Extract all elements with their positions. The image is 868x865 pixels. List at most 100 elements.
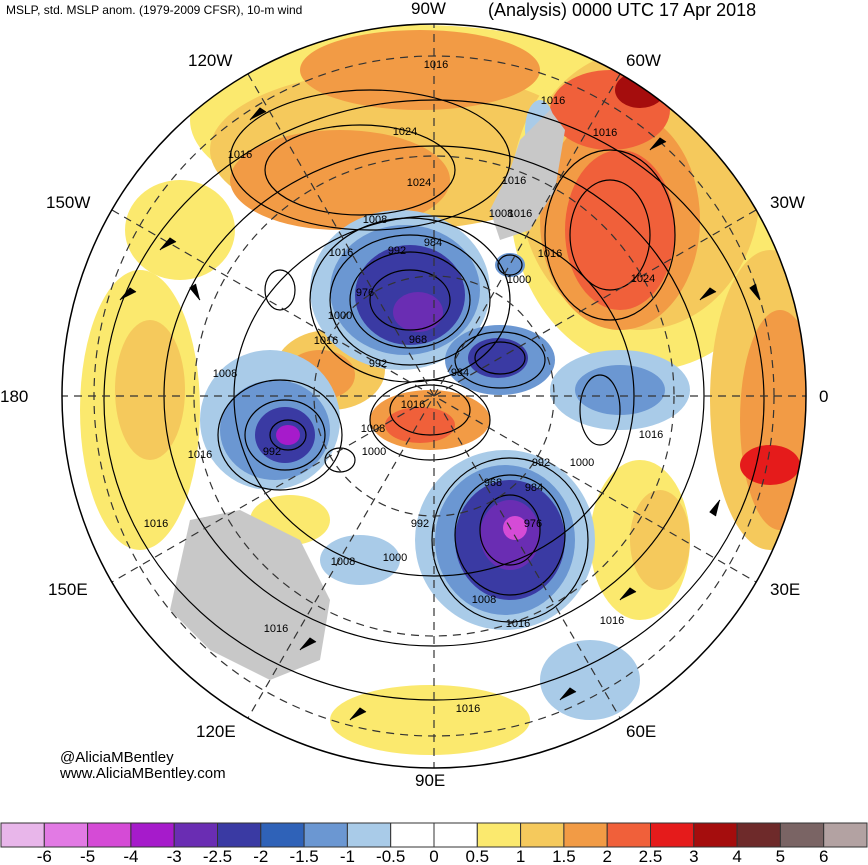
isobar-label: 1016 <box>506 618 530 630</box>
isobar-contours <box>103 89 765 701</box>
isobar-label: 1016 <box>456 703 480 715</box>
colorbar-swatch <box>520 822 565 848</box>
analysis-time: (Analysis) 0000 UTC 17 Apr 2018 <box>488 0 757 20</box>
colorbar-tick-label: -1 <box>340 847 355 865</box>
colorbar-swatch <box>476 822 522 848</box>
lon-label-bottom: 90E <box>415 771 446 790</box>
colorbar-swatch <box>130 822 175 848</box>
colorbar-swatch <box>303 822 348 848</box>
credit-twitter: @AliciaMBentley <box>60 749 174 766</box>
credit-website: www.AliciaMBentley.com <box>60 765 226 782</box>
isobar-label: 984 <box>451 367 469 379</box>
colorbar-swatch <box>87 822 132 848</box>
isobar-label: 1024 <box>393 126 417 138</box>
colorbar-swatch <box>563 822 608 848</box>
lon-label-upper-left: 120W <box>188 51 233 70</box>
colorbar-tick-label: -1.5 <box>289 847 318 865</box>
isobar-label: 1016 <box>593 127 617 139</box>
colorbar-swatch <box>693 822 738 848</box>
colorbar-swatch <box>650 822 695 848</box>
isobar-label: 1008 <box>363 214 387 226</box>
isobar-label: 1000 <box>570 457 594 469</box>
isobar-label: 1008 <box>213 368 237 380</box>
colorbar-tick-label: -4 <box>123 847 138 865</box>
colorbar-tick-label: 6 <box>819 847 828 865</box>
colorbar-tick-label: 2.5 <box>639 847 663 865</box>
negative-anomaly-fills <box>200 100 690 720</box>
colorbar-tick-label: 3 <box>689 847 698 865</box>
map-border <box>61 23 807 769</box>
isobar-label: 1016 <box>502 175 526 187</box>
isobar-label: 968 <box>484 477 502 489</box>
lon-label-upper-right: 60W <box>626 51 661 70</box>
isobar-label: 1008 <box>331 556 355 568</box>
isobar-label: 984 <box>525 482 543 494</box>
colorbar-tick-label: -2.5 <box>203 847 232 865</box>
colorbar-tick-label: 1.5 <box>552 847 576 865</box>
colorbar-swatch <box>433 822 478 848</box>
colorbar-swatch <box>346 822 392 848</box>
isobar-label: 992 <box>369 358 387 370</box>
isobar-label: 1016 <box>401 399 425 411</box>
isobar-label: 1008 <box>472 594 496 606</box>
wind-barbs <box>119 107 761 721</box>
lon-label-lower-right: 60E <box>626 722 657 741</box>
colorbar-swatch <box>43 822 89 848</box>
colorbar-tick-label: 5 <box>776 847 785 865</box>
lon-label-left-upper: 150W <box>46 193 91 212</box>
isobar-label: 1016 <box>329 247 353 259</box>
isobar-label: 992 <box>411 518 429 530</box>
colorbar-swatch <box>260 822 305 848</box>
colorbar-swatch <box>736 822 781 848</box>
isobar-label: 1016 <box>228 149 252 161</box>
colorbar-tick-label: -5 <box>80 847 95 865</box>
isobar-label: 1024 <box>631 273 655 285</box>
colorbar-tick-label: -6 <box>37 847 52 865</box>
isobar-label: 976 <box>524 518 542 530</box>
isobar-label: 1000 <box>383 552 407 564</box>
map-title: MSLP, std. MSLP anom. (1979-2009 CFSR), … <box>6 3 303 17</box>
lon-label-top: 90W <box>411 0 446 18</box>
isobar-label: 968 <box>409 334 427 346</box>
colorbar-tick-label: 2 <box>602 847 611 865</box>
isobar-label: 976 <box>356 287 374 299</box>
graticule <box>62 24 806 768</box>
isobar-label: 1016 <box>639 429 663 441</box>
map-disk <box>62 24 806 768</box>
lon-label-right: 0 <box>819 387 829 406</box>
lon-label-right-lower: 30E <box>770 580 801 599</box>
colorbar-tick-label: -3 <box>167 847 182 865</box>
lon-label-left-lower: 150E <box>48 580 88 599</box>
isobar-label: 1016 <box>541 95 565 107</box>
colorbar-tick-label: 0.5 <box>465 847 489 865</box>
lon-label-lower-left: 120E <box>196 722 236 741</box>
isobar-label: 1016 <box>538 248 562 260</box>
lon-label-left: 180 <box>0 387 29 406</box>
isobar-label: 1000 <box>507 274 531 286</box>
colorbar-swatch <box>217 822 262 848</box>
isobar-labels: 1016 1016 1024 1016 1016 1024 1016 1008 1016 992 9… <box>144 59 663 715</box>
isobar-label: 1016 <box>144 518 168 530</box>
lon-label-right-upper: 30W <box>770 193 805 212</box>
isobar-label: 1000 <box>362 446 386 458</box>
isobar-label: 1000 <box>328 310 352 322</box>
isobar-label: 992 <box>263 446 281 458</box>
isobar-label: 1016 <box>264 623 288 635</box>
colorbar-swatch <box>0 822 45 848</box>
colorbar-tick-label: -2 <box>253 847 268 865</box>
anomaly-colorbar: -6 -5 -4 -3 -2.5 -2 -1.5 -1 -0.5 0 0.5 1 1.5 2 2.5 3 4 5 6 <box>0 822 868 865</box>
colorbar-tick-label: 4 <box>732 847 741 865</box>
colorbar-swatch <box>823 822 868 848</box>
colorbar-swatch <box>173 822 218 848</box>
colorbar-swatch <box>779 822 825 848</box>
colorbar-swatch <box>606 822 652 848</box>
isobar-label: 1016 <box>314 335 338 347</box>
isobar-label: 1024 <box>407 177 431 189</box>
isobar-label: 1016 <box>424 59 448 71</box>
isobar-label: 1016 <box>188 449 212 461</box>
isobar-label: 992 <box>532 457 550 469</box>
isobar-label: 1016 <box>600 615 624 627</box>
isobar-label: 1016 <box>508 208 532 220</box>
isobar-label: 984 <box>424 237 442 249</box>
